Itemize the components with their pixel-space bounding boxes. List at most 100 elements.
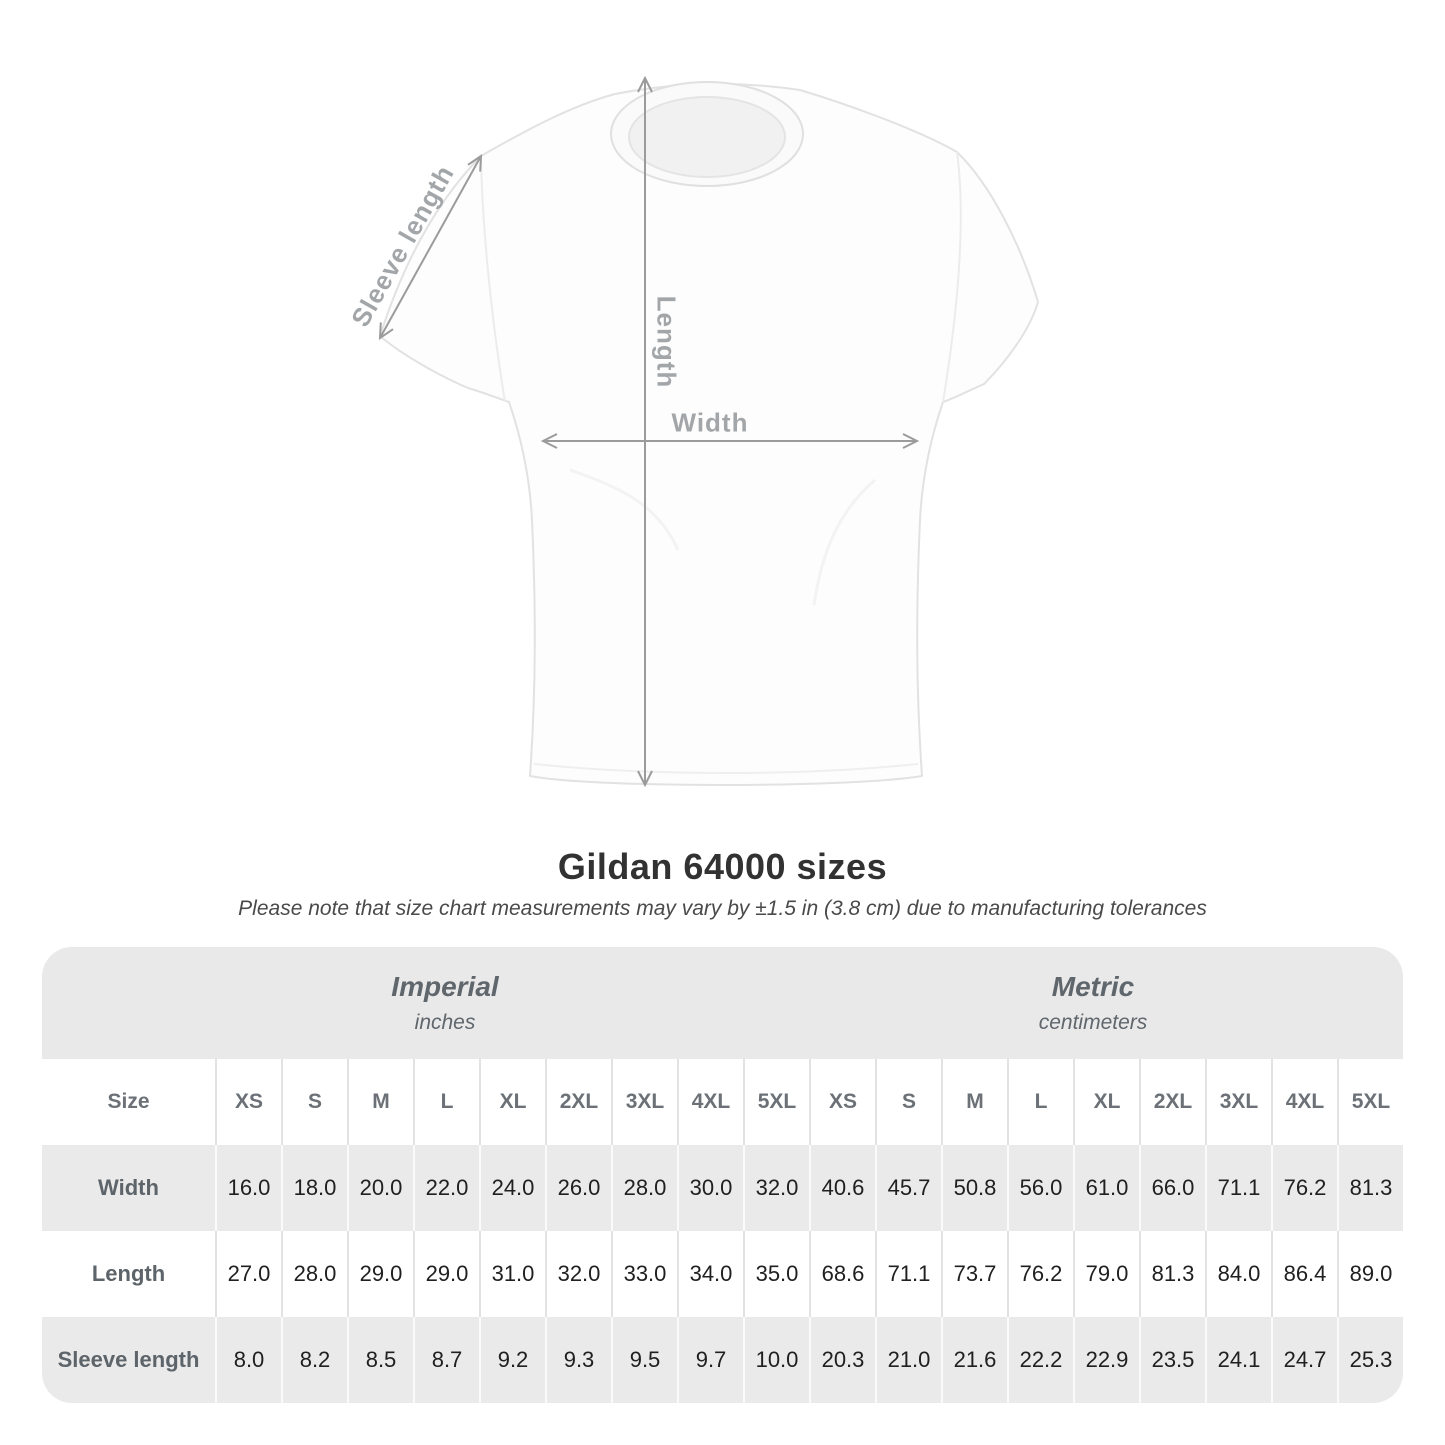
metric-value-cell: 61.0 (1073, 1145, 1139, 1231)
page-title: Gildan 64000 sizes (557, 846, 888, 887)
tolerance-note: Please note that size chart measurements… (238, 897, 1207, 920)
metric-value-cell: 76.2 (1271, 1145, 1337, 1231)
row-label: Length (91, 1261, 166, 1286)
length-label: Length (651, 295, 682, 389)
imperial-value-cell: 9.3 (545, 1317, 611, 1403)
imperial-value-cell: 28.0 (281, 1231, 347, 1317)
width-arrow (540, 433, 920, 449)
imperial-value-cell: 16.0 (215, 1145, 281, 1231)
metric-value-cell: 45.7 (875, 1145, 941, 1231)
metric-value-cell: 24.1 (1205, 1317, 1271, 1403)
imperial-value-cell: 31.0 (479, 1231, 545, 1317)
imperial-section-title: Imperial (391, 971, 499, 1002)
metric-value-cell: 76.2 (1007, 1231, 1073, 1317)
metric-value-cell: 24.7 (1271, 1317, 1337, 1403)
imperial-value-cell: 28.0 (611, 1145, 677, 1231)
size-column-header: L (413, 1059, 479, 1145)
size-column-header: XL (1073, 1059, 1139, 1145)
size-column-header: XS (809, 1059, 875, 1145)
imperial-section-unit: inches (414, 1011, 476, 1034)
size-column-header: S (875, 1059, 941, 1145)
imperial-value-cell: 9.5 (611, 1317, 677, 1403)
table-row: Sleeve length 8.0 8.2 8.5 8.7 9.2 9.3 9.5 9.7 10.… (42, 1317, 1403, 1403)
row-label: Width (98, 1175, 159, 1200)
tshirt-measurement-figure: Sleeve length Length Width (330, 40, 1110, 820)
metric-value-cell: 71.1 (1205, 1145, 1271, 1231)
imperial-value-cell: 8.0 (215, 1317, 281, 1403)
imperial-value-cell: 10.0 (743, 1317, 809, 1403)
size-column-header: 5XL (743, 1059, 809, 1145)
metric-value-cell: 84.0 (1205, 1231, 1271, 1317)
tshirt-body (379, 81, 1039, 786)
size-column-header: L (1007, 1059, 1073, 1145)
metric-value-cell: 86.4 (1271, 1231, 1337, 1317)
metric-value-cell: 23.5 (1139, 1317, 1205, 1403)
size-column-header: 4XL (677, 1059, 743, 1145)
size-column-header: 3XL (611, 1059, 677, 1145)
metric-value-cell: 79.0 (1073, 1231, 1139, 1317)
size-corner-label: Size (107, 1090, 150, 1113)
collar-inner (628, 96, 786, 178)
imperial-value-cell: 18.0 (281, 1145, 347, 1231)
size-column-header: 2XL (1139, 1059, 1205, 1145)
metric-value-cell: 20.3 (809, 1317, 875, 1403)
imperial-value-cell: 9.7 (677, 1317, 743, 1403)
size-column-header: S (281, 1059, 347, 1145)
metric-value-cell: 21.0 (875, 1317, 941, 1403)
metric-value-cell: 25.3 (1337, 1317, 1403, 1403)
imperial-value-cell: 35.0 (743, 1231, 809, 1317)
metric-value-cell: 22.2 (1007, 1317, 1073, 1403)
metric-value-cell: 81.3 (1139, 1231, 1205, 1317)
size-column-header: 3XL (1205, 1059, 1271, 1145)
imperial-value-cell: 8.7 (413, 1317, 479, 1403)
imperial-value-cell: 26.0 (545, 1145, 611, 1231)
imperial-value-cell: 29.0 (347, 1231, 413, 1317)
metric-section-title: Metric (1051, 971, 1135, 1002)
metric-value-cell: 22.9 (1073, 1317, 1139, 1403)
metric-value-cell: 73.7 (941, 1231, 1007, 1317)
unit-header-band: Imperial inches Metric centimeters (42, 947, 1403, 1059)
table-row: Length 27.0 28.0 29.0 29.0 31.0 32.0 33.0 34.0 35… (42, 1231, 1403, 1317)
size-header-row: Size XS S M L XL 2XL 3XL 4XL 5XL XS S M L XL 2XL 3XL 4XL 5… (42, 1059, 1403, 1145)
row-label: Sleeve length (57, 1347, 200, 1372)
metric-value-cell: 40.6 (809, 1145, 875, 1231)
metric-value-cell: 89.0 (1337, 1231, 1403, 1317)
size-chart-table: Imperial inches Metric centimeters Size X… (42, 947, 1403, 1403)
imperial-value-cell: 27.0 (215, 1231, 281, 1317)
imperial-value-cell: 32.0 (743, 1145, 809, 1231)
imperial-value-cell: 34.0 (677, 1231, 743, 1317)
tshirt-illustration (378, 75, 1039, 788)
imperial-value-cell: 32.0 (545, 1231, 611, 1317)
metric-value-cell: 50.8 (941, 1145, 1007, 1231)
size-column-header: 5XL (1337, 1059, 1403, 1145)
table-row: Width 16.0 18.0 20.0 22.0 24.0 26.0 28.0 30.0 32.… (42, 1145, 1403, 1231)
metric-section-header: Metric centimeters (1039, 947, 1148, 1035)
size-column-header: M (347, 1059, 413, 1145)
metric-value-cell: 66.0 (1139, 1145, 1205, 1231)
imperial-value-cell: 22.0 (413, 1145, 479, 1231)
metric-section-unit: centimeters (1038, 1011, 1148, 1034)
metric-value-cell: 68.6 (809, 1231, 875, 1317)
imperial-value-cell: 20.0 (347, 1145, 413, 1231)
imperial-value-cell: 33.0 (611, 1231, 677, 1317)
imperial-value-cell: 8.2 (281, 1317, 347, 1403)
size-column-header: M (941, 1059, 1007, 1145)
width-label: Width (671, 407, 749, 438)
table-body: Width 16.0 18.0 20.0 22.0 24.0 26.0 28.0 30.0 32.… (42, 1145, 1403, 1403)
metric-value-cell: 56.0 (1007, 1145, 1073, 1231)
imperial-value-cell: 24.0 (479, 1145, 545, 1231)
imperial-value-cell: 8.5 (347, 1317, 413, 1403)
imperial-value-cell: 9.2 (479, 1317, 545, 1403)
size-column-header: 4XL (1271, 1059, 1337, 1145)
sleeve-length-arrow (378, 154, 483, 340)
metric-value-cell: 71.1 (875, 1231, 941, 1317)
size-column-header: XS (215, 1059, 281, 1145)
metric-value-cell: 21.6 (941, 1317, 1007, 1403)
imperial-value-cell: 29.0 (413, 1231, 479, 1317)
length-arrow (637, 75, 653, 788)
size-column-header: 2XL (545, 1059, 611, 1145)
imperial-section-header: Imperial inches (391, 947, 498, 1035)
size-column-header: XL (479, 1059, 545, 1145)
metric-value-cell: 81.3 (1337, 1145, 1403, 1231)
imperial-value-cell: 30.0 (677, 1145, 743, 1231)
